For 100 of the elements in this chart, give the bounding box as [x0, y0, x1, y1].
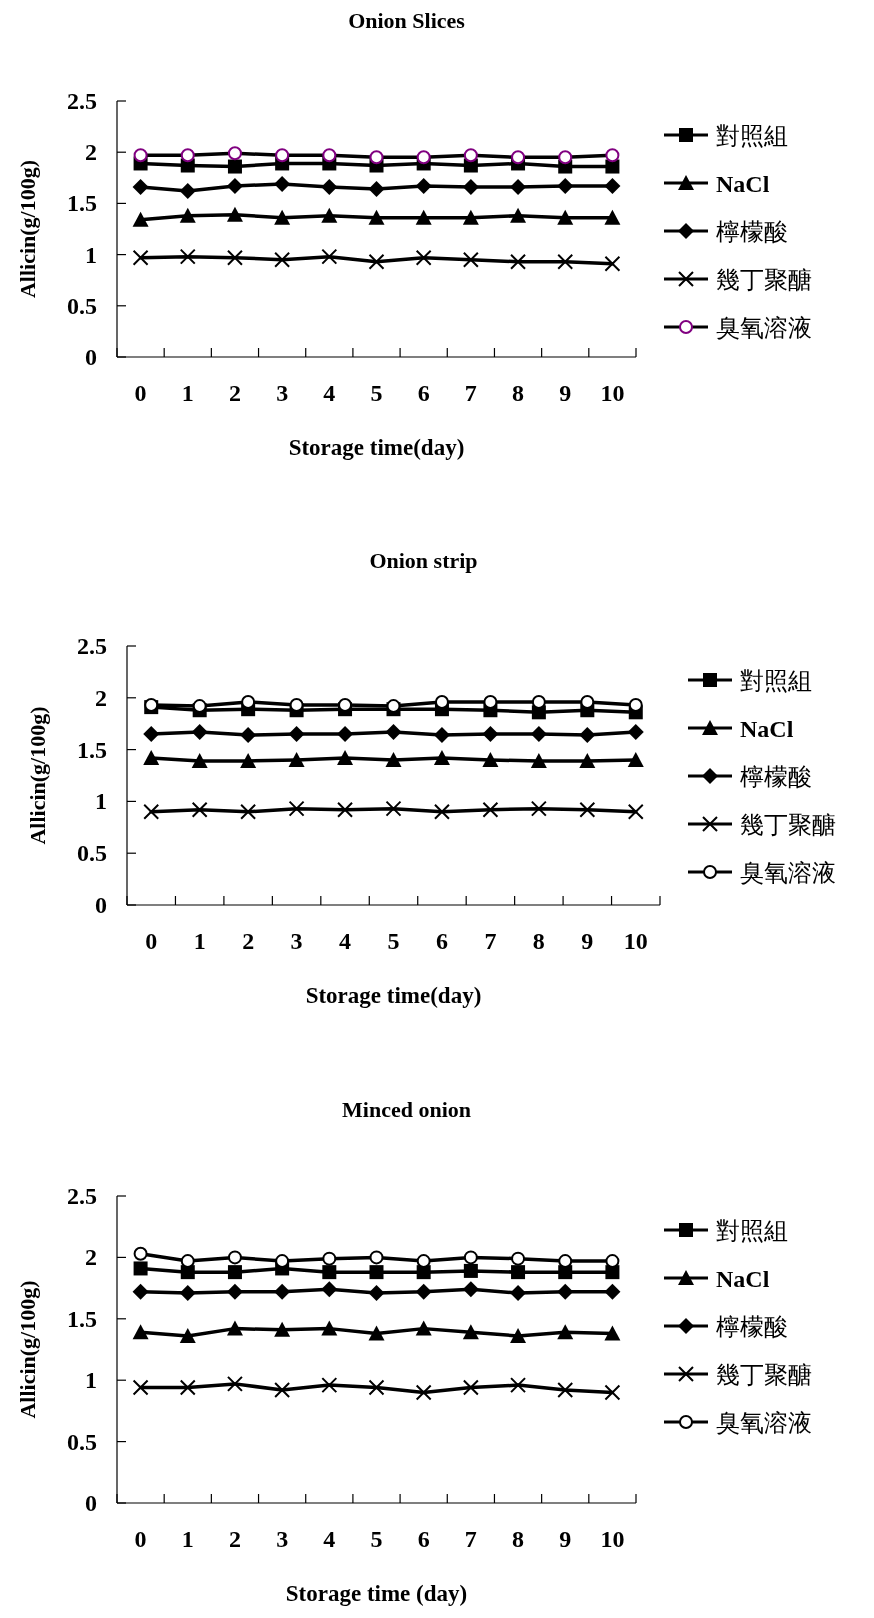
point	[604, 1283, 621, 1300]
point	[510, 253, 527, 270]
point	[415, 177, 432, 194]
point	[433, 803, 450, 820]
y-tick-label: 2.5	[77, 633, 107, 659]
point	[274, 209, 291, 225]
point	[227, 159, 242, 174]
point	[226, 1375, 243, 1392]
point	[132, 211, 149, 227]
legend-label: 臭氧溶液	[740, 859, 836, 887]
point	[191, 723, 208, 740]
point	[321, 207, 338, 223]
point	[463, 1250, 478, 1265]
y-tick-label: 1	[95, 788, 107, 815]
point	[368, 1325, 385, 1341]
point	[557, 253, 574, 270]
point	[368, 1379, 385, 1396]
point	[557, 1283, 574, 1300]
point	[531, 694, 546, 709]
point	[226, 1320, 243, 1336]
y-axis-title: Allicin(g/100g)	[15, 159, 40, 299]
point	[580, 694, 595, 709]
y-tick-label: 2	[85, 1244, 97, 1271]
point	[322, 1251, 337, 1266]
point	[627, 803, 644, 820]
point	[227, 146, 242, 161]
point	[132, 179, 149, 196]
point	[385, 723, 402, 740]
x-tick-label: 10	[600, 1526, 625, 1552]
point	[368, 181, 385, 198]
legend-label: 檸檬酸	[740, 763, 812, 791]
point	[321, 1281, 338, 1298]
point	[191, 801, 208, 818]
point	[180, 148, 195, 163]
point	[337, 726, 354, 743]
point	[463, 148, 478, 163]
point	[227, 1250, 242, 1265]
point	[433, 749, 450, 765]
point	[179, 183, 196, 200]
x-tick-label: 4	[323, 1526, 336, 1552]
point	[462, 251, 479, 268]
point	[462, 1379, 479, 1396]
legend-label: 檸檬酸	[716, 1313, 788, 1341]
point	[511, 1251, 526, 1266]
point	[179, 207, 196, 223]
point	[530, 800, 547, 817]
x-tick-label: 1	[181, 380, 194, 406]
point	[433, 727, 450, 744]
point	[240, 803, 257, 820]
point	[579, 727, 596, 744]
y-tick-label: 1	[85, 1367, 97, 1394]
y-axis-title: Allicin(g/100g)	[25, 706, 50, 845]
y-tick-label: 2	[85, 139, 97, 166]
point	[132, 249, 149, 266]
point	[462, 209, 479, 225]
point	[226, 249, 243, 266]
point	[605, 148, 620, 163]
chart-title: Onion strip	[369, 548, 478, 573]
point	[179, 248, 196, 265]
legend-label: 幾丁聚醣	[740, 811, 836, 839]
x-tick-label: 3	[290, 928, 303, 954]
x-tick-label: 5	[370, 380, 383, 406]
point	[530, 753, 547, 768]
x-axis-title: Storage time(day)	[305, 983, 482, 1008]
x-tick-label: 0	[134, 380, 147, 406]
point	[557, 209, 574, 225]
point	[179, 1379, 196, 1396]
x-tick-label: 9	[581, 928, 594, 954]
x-tick-label: 10	[600, 380, 625, 406]
x-tick-label: 6	[417, 1526, 430, 1552]
point	[605, 159, 620, 174]
point	[510, 179, 527, 196]
point	[415, 1283, 432, 1300]
point	[241, 694, 256, 709]
point	[322, 1265, 337, 1280]
point	[226, 177, 243, 194]
legend-label: 幾丁聚醣	[716, 1361, 812, 1389]
point	[143, 749, 160, 765]
point	[191, 753, 208, 768]
point	[133, 1246, 148, 1261]
point	[368, 209, 385, 225]
point	[226, 1283, 243, 1300]
point	[579, 801, 596, 818]
point	[288, 800, 305, 817]
point	[558, 150, 573, 165]
point	[133, 1261, 148, 1276]
y-tick-label: 0.5	[67, 292, 97, 319]
point	[462, 1324, 479, 1340]
point	[511, 1265, 526, 1280]
point	[482, 801, 499, 818]
x-tick-label: 8	[512, 380, 525, 406]
point	[132, 1324, 149, 1340]
legend-label: 臭氧溶液	[716, 314, 812, 342]
point	[143, 726, 160, 743]
point	[557, 177, 574, 194]
point	[132, 1283, 149, 1300]
x-tick-label: 9	[559, 380, 572, 406]
point	[627, 751, 644, 767]
point	[368, 253, 385, 270]
point	[510, 207, 527, 223]
